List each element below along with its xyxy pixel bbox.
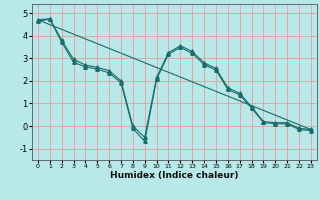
X-axis label: Humidex (Indice chaleur): Humidex (Indice chaleur) <box>110 171 239 180</box>
